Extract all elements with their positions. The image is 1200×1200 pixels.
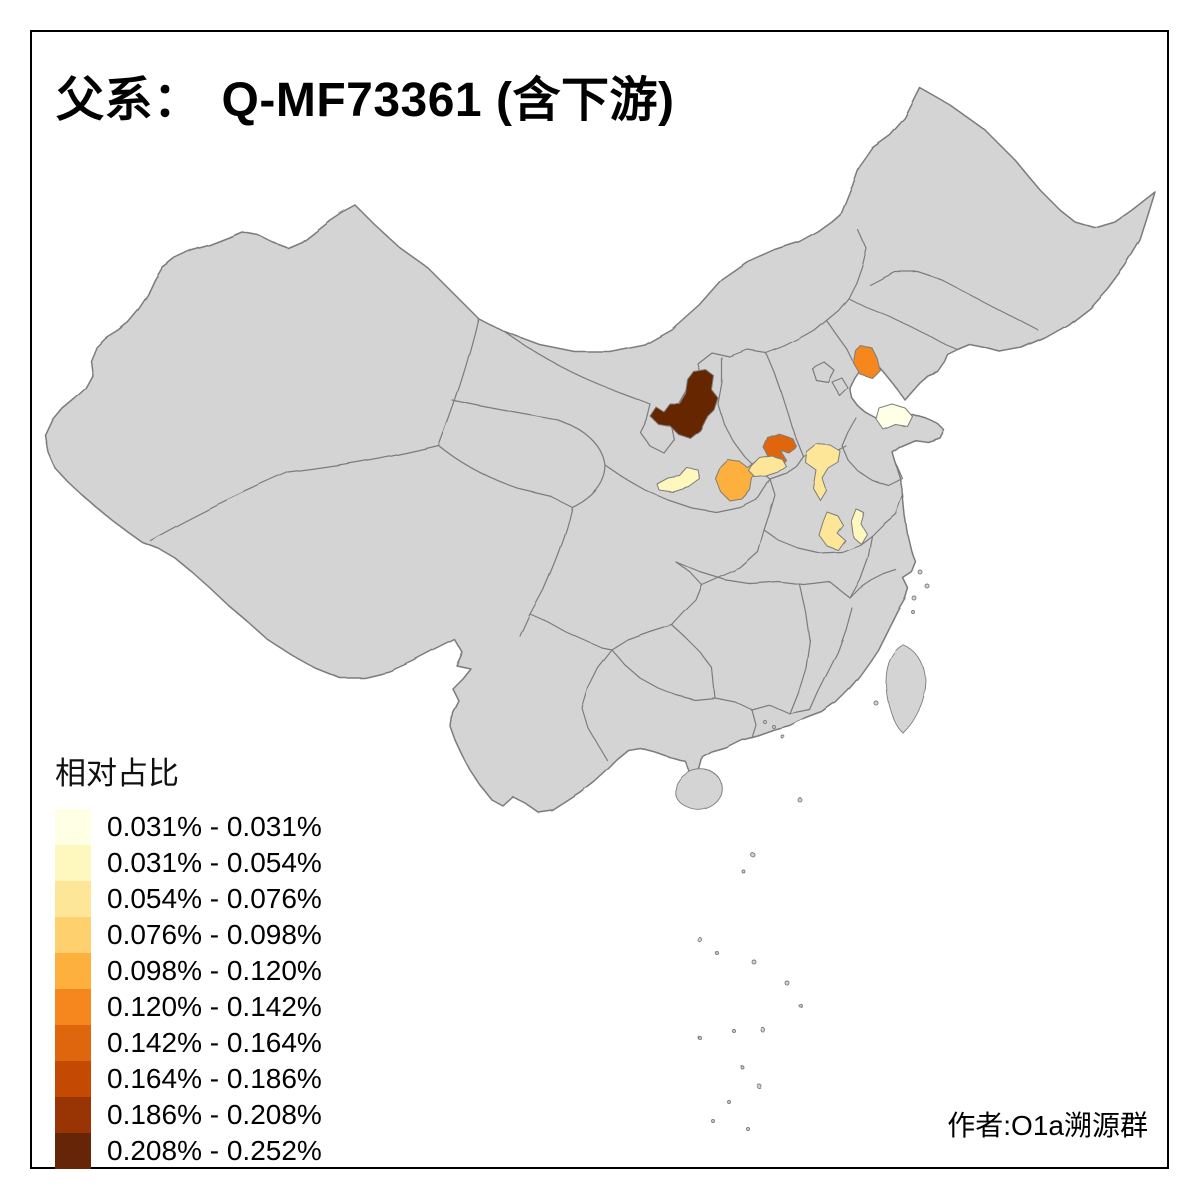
region-north-henan [804,443,841,501]
legend-row-8: 0.186% - 0.208% [55,1097,322,1133]
region-west-liaoning [852,344,881,379]
legend-swatch-3 [55,917,91,953]
attribution-text: 作者:O1a溯源群 [947,1110,1148,1141]
hainan-island [674,769,723,810]
legend-swatch-7 [55,1061,91,1097]
legend-swatch-2 [55,881,91,917]
legend-title: 相对占比 [55,756,179,791]
legend-swatch-5 [55,989,91,1025]
legend-label-2: 0.054% - 0.076% [107,883,322,914]
legend-label-5: 0.120% - 0.142% [107,991,322,1022]
legend-label-7: 0.164% - 0.186% [107,1063,322,1094]
legend-row-3: 0.076% - 0.098% [55,917,322,953]
legend-label-1: 0.031% - 0.054% [107,847,322,878]
legend-label-4: 0.098% - 0.120% [107,955,322,986]
legend-label-9: 0.208% - 0.252% [107,1135,322,1166]
legend-label-6: 0.142% - 0.164% [107,1027,322,1058]
region-north-shaanxi [649,369,719,439]
legend-row-9: 0.208% - 0.252% [55,1133,322,1169]
legend-swatch-4 [55,953,91,989]
legend: 相对占比 0.031% - 0.031% 0.031% - 0.054% 0.054… [55,748,322,1169]
legend-row-1: 0.031% - 0.054% [55,845,322,881]
region-north-shandong [875,403,913,430]
region-east-henan [850,508,868,545]
legend-label-0: 0.031% - 0.031% [107,811,322,842]
legend-row-7: 0.164% - 0.186% [55,1061,322,1097]
legend-swatch-8 [55,1097,91,1133]
figure-border-frame [30,30,1169,1169]
legend-row-5: 0.120% - 0.142% [55,989,322,1025]
legend-label-3: 0.076% - 0.098% [107,919,322,950]
legend-swatch-0 [55,809,91,845]
legend-rows: 0.031% - 0.031% 0.031% - 0.054% 0.054% - 0… [55,809,322,1169]
taiwan-island [885,644,927,734]
page-title: 父系： Q-MF73361 (含下游) [56,60,674,130]
legend-label-8: 0.186% - 0.208% [107,1099,322,1130]
title-prefix: 父系： [56,74,202,127]
legend-swatch-1 [55,845,91,881]
legend-row-2: 0.054% - 0.076% [55,881,322,917]
legend-swatch-6 [55,1025,91,1061]
highlighted-regions [649,344,913,551]
legend-row-6: 0.142% - 0.164% [55,1025,322,1061]
region-east-gansu [656,467,701,493]
legend-row-0: 0.031% - 0.031% [55,809,322,845]
title-haplogroup: Q-MF73361 (含下游) [221,74,675,127]
region-southwest-shanxi [748,455,787,478]
region-central-henan [818,511,846,551]
province-boundaries [149,229,1039,761]
legend-swatch-9 [55,1133,91,1169]
legend-row-4: 0.098% - 0.120% [55,953,322,989]
small-islands [697,569,930,1130]
